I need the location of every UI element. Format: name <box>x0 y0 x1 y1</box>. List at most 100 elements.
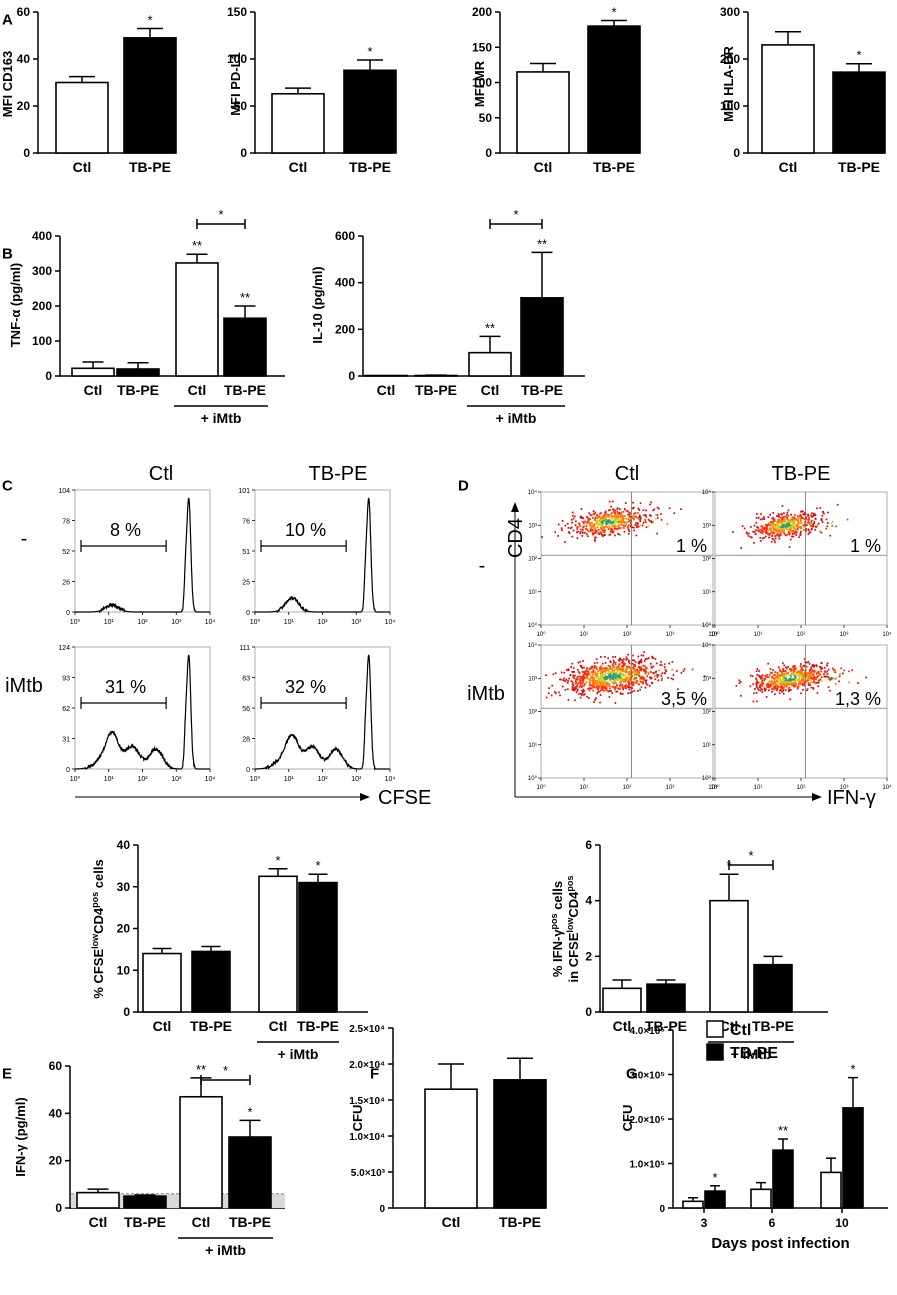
x-tick-label: 10⁰ <box>250 618 261 626</box>
significance-mark: * <box>315 858 320 873</box>
column-title: Ctl <box>615 463 639 485</box>
x-tick-label: TB-PE <box>349 159 391 175</box>
ifng-axis-label: IFN-γ <box>827 787 876 809</box>
significance-mark: * <box>611 4 616 19</box>
y-tick-label: 2.0×10⁴ <box>349 1060 385 1071</box>
x-tick-label: 10² <box>317 619 328 626</box>
y-tick-label: 0 <box>66 767 70 774</box>
x-tick-label: TB-PE <box>593 159 635 175</box>
y-tick-label: 1.0×10⁵ <box>629 1160 665 1171</box>
y-tick-label: 60 <box>49 1059 63 1073</box>
y-tick-label: 10³ <box>528 676 537 682</box>
x-tick-label: TB-PE <box>645 1018 687 1034</box>
y-axis-label: MFI HLA-DR <box>721 45 736 121</box>
x-tick-label: 3 <box>701 1216 708 1230</box>
bar-chart-a2: 0 50 100 150 MFI PD-L1 Ctl TB-PE * <box>227 5 397 175</box>
significance-mark: ** <box>192 238 202 253</box>
x-tick-label: 10² <box>623 632 632 638</box>
y-tick-label: 100 <box>32 334 52 348</box>
quadrant-percentage: 3,5 % <box>661 689 707 709</box>
bar-ctl <box>424 1088 478 1209</box>
comparison-bracket: * <box>728 848 774 870</box>
group-label: + iMtb <box>496 410 537 426</box>
gate-percentage: 31 % <box>105 677 146 697</box>
bar-tbpe <box>228 1136 272 1209</box>
y-tick-label: 10¹ <box>702 590 711 596</box>
dot-plot: 10⁰ 10⁰ 10¹ 10¹ 10² 10² 10³ 10³ 10⁴ 10⁴ 1,3 % <box>702 642 892 791</box>
bar-ctl <box>142 952 182 1013</box>
y-tick-label: 2.0×10⁵ <box>629 1115 665 1126</box>
bar-chart-b2: 0 200 400 600 IL-10 (pg/ml) Ctl TB-PE Ctl TB-PE *… <box>310 207 585 426</box>
panel-letter-a: A <box>2 11 13 28</box>
bar-tbpe <box>646 983 686 1013</box>
histogram-curve <box>75 654 210 770</box>
x-tick-label: 10¹ <box>754 785 763 791</box>
x-tick-label: 10³ <box>666 632 675 638</box>
plot-frame <box>540 491 714 626</box>
x-tick-label: TB-PE <box>297 1018 339 1034</box>
y-tick-label: 28 <box>242 737 250 744</box>
x-tick-label: TB-PE <box>117 382 159 398</box>
y-tick-label: 40 <box>49 1106 63 1120</box>
bar-tbpe <box>842 1107 864 1209</box>
y-tick-label: 0 <box>585 1005 592 1019</box>
bar-chart-a1: 0 20 40 60 MFI CD163 Ctl TB-PE * <box>0 5 177 175</box>
bar-ctl <box>364 374 408 377</box>
y-tick-label: 40 <box>17 52 31 66</box>
x-tick-label: 10⁰ <box>250 775 261 783</box>
y-tick-label: 10² <box>702 557 711 563</box>
x-tick-label: 10 <box>835 1216 849 1230</box>
x-tick-label: 10⁰ <box>70 618 81 626</box>
x-tick-label: 10⁴ <box>882 631 892 638</box>
bar-tbpe <box>343 69 397 154</box>
bar-ctl <box>271 92 325 154</box>
y-tick-label: 51 <box>242 549 250 556</box>
y-tick-label: 101 <box>238 488 250 495</box>
y-tick-label: 6 <box>585 838 592 852</box>
x-tick-label: TB-PE <box>229 1214 271 1230</box>
y-tick-label: 26 <box>62 580 70 587</box>
x-tick-label: 10⁰ <box>536 784 546 791</box>
bar-ctl <box>55 81 109 154</box>
cfse-axis-label: CFSE <box>378 787 431 809</box>
y-tick-label: 0 <box>733 146 740 160</box>
arrow-head <box>360 793 370 801</box>
y-tick-label: 10⁴ <box>528 642 538 649</box>
y-tick-label: 30 <box>117 880 131 894</box>
y-tick-label: 10⁴ <box>702 489 712 496</box>
y-tick-label: 10⁴ <box>528 489 538 496</box>
y-axis-label-line2: in CFSElowCD4pos <box>565 876 581 983</box>
dot-cloud <box>735 658 867 703</box>
significance-mark: * <box>275 853 280 868</box>
significance-mark: * <box>367 44 372 59</box>
y-tick-label: 0 <box>246 610 250 617</box>
x-tick-label: Ctl <box>188 382 207 398</box>
bar-tbpe <box>123 1195 167 1209</box>
x-tick-label: TB-PE <box>752 1018 794 1034</box>
y-tick-label: 0 <box>348 369 355 383</box>
y-tick-label: 0 <box>659 1204 665 1215</box>
histogram-plot: 0 26 52 78 104 10⁰ 10¹ 10² 10³ 10⁴ 8 % <box>58 488 215 626</box>
x-tick-label: 10⁴ <box>205 776 216 783</box>
bar-chart-c2: 0 10 20 30 40 Ctl TB-PE Ctl TB-PE * * + iMtb <box>117 838 368 1062</box>
significance-mark: ** <box>485 320 495 335</box>
x-tick-label: 10³ <box>171 619 182 626</box>
bracket-significance: * <box>513 207 518 222</box>
x-tick-label: TB-PE <box>224 382 266 398</box>
x-tick-label: 10⁴ <box>205 619 216 626</box>
x-tick-label: Ctl <box>269 1018 288 1034</box>
bar-chart-b1: 0 100 200 300 400 TNF-α (pg/ml) Ctl TB-PE Ctl TB-… <box>8 207 285 426</box>
row-label: iMtb <box>467 683 505 705</box>
dot-plot: 10⁰ 10⁰ 10¹ 10¹ 10² 10² 10³ 10³ 10⁴ 10⁴ 3,5 % <box>528 642 718 791</box>
plot-frame <box>540 644 714 779</box>
dot-plot: 10⁰ 10⁰ 10¹ 10¹ 10² 10² 10³ 10³ 10⁴ 10⁴ 1 % <box>702 489 892 638</box>
cfse-axis-arrow: CFSE <box>75 787 431 809</box>
bar-tbpe <box>123 37 177 154</box>
bar-tbpe <box>116 368 160 377</box>
x-tick-label: 10¹ <box>104 619 115 626</box>
histogram-plot: 0 31 62 93 124 10⁰ 10¹ 10² 10³ 10⁴ 31 % <box>58 645 215 783</box>
bar-chart-a4: 0 100 200 300 MFI HLA-DR Ctl TB-PE * <box>720 5 886 175</box>
bar-tbpe <box>587 25 641 154</box>
x-tick-label: 10² <box>797 632 806 638</box>
